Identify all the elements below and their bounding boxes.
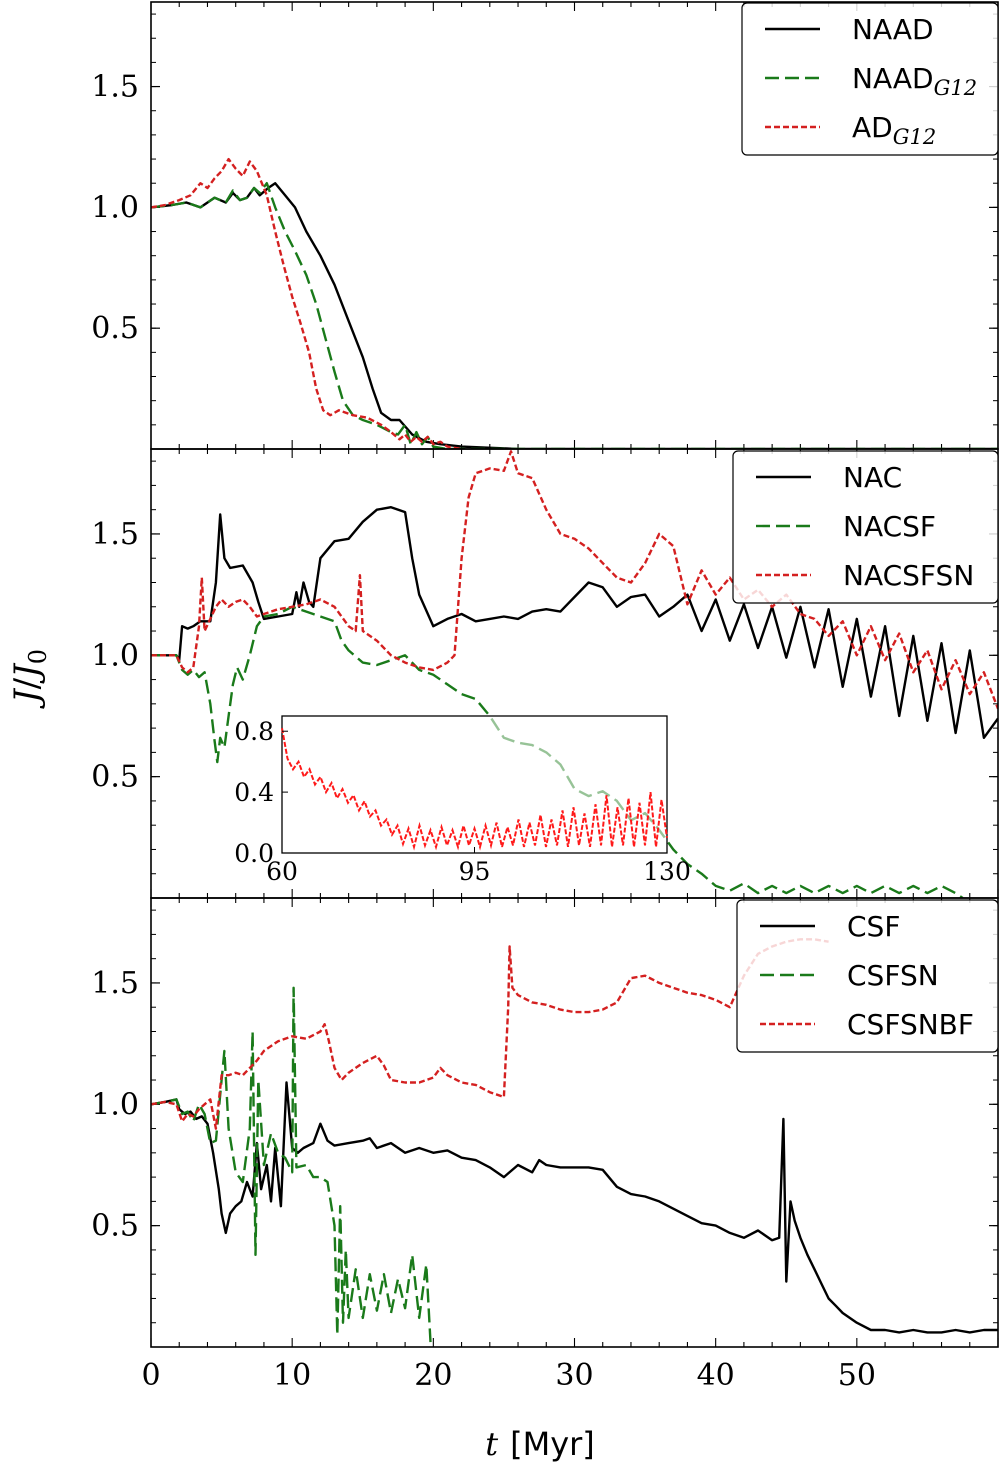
inset-x-tick-label: 95 (459, 857, 491, 886)
legend-label: CSF (847, 910, 900, 943)
series-line-ad-g12 (151, 157, 462, 449)
legend-label: NAADG12 (852, 62, 977, 100)
legend: CSF CSFSN CSFSNBF (736, 899, 999, 1053)
legend: NAC NACSF NACSFSN (732, 450, 999, 604)
y-tick-label: 1.0 (91, 190, 139, 225)
inset-y-tick-label: 0.0 (234, 839, 274, 868)
series-line-nac (151, 506, 998, 739)
legend-label: NAAD (852, 13, 934, 46)
panel-bottom: 0.5 1.0 1.5 0 10 20 30 40 50 CSF CSFSN CSFSNBF (91, 897, 999, 1393)
x-tick-label: 50 (838, 1358, 876, 1393)
inset-x-tick-label: 60 (266, 857, 298, 886)
inset-plot: 60 95 130 0.0 0.4 0.8 (234, 715, 691, 886)
x-tick-label: 0 (141, 1358, 160, 1393)
legend: NAAD NAADG12 ADG12 (741, 2, 999, 156)
plot-area (151, 157, 998, 449)
y-tick-label: 0.5 (91, 311, 139, 346)
legend-label: NACSFSN (843, 559, 974, 592)
x-tick-label: 20 (414, 1358, 452, 1393)
panels: 0.5 1.0 1.5 NAAD NAADG12 ADG12 0.5 1.0 1.5 60 95 13… (91, 1, 999, 1393)
y-tick-label: 1.5 (91, 966, 139, 1001)
plot-area (151, 938, 998, 1343)
x-tick-label: 10 (273, 1358, 311, 1393)
inset-y-tick-label: 0.8 (234, 717, 274, 746)
legend-box (736, 899, 999, 1053)
x-tick-label: 40 (697, 1358, 735, 1393)
y-tick-label: 1.0 (91, 1087, 139, 1122)
y-tick-label: 0.5 (91, 760, 139, 795)
x-axis-title: t [Myr] (485, 1425, 595, 1463)
inset-series-line (281, 728, 668, 851)
inset-y-tick-label: 0.4 (234, 778, 274, 807)
inset-frame (281, 715, 668, 854)
plot-area (151, 450, 998, 898)
series-line-csf (151, 1081, 998, 1334)
y-tick-label: 0.5 (91, 1209, 139, 1244)
legend-label: CSFSN (847, 959, 939, 992)
y-tick-label: 1.0 (91, 638, 139, 673)
panel-middle: 0.5 1.0 1.5 60 95 130 0.0 0.4 0.8 NAC NACSF NACSFSN (91, 448, 999, 899)
legend-label: CSFSNBF (847, 1008, 974, 1041)
legend-box (732, 450, 999, 604)
legend-label: NACSF (843, 510, 936, 543)
series-line-csfsn (151, 986, 432, 1343)
series-line-naad-g12 (151, 182, 998, 449)
legend-label: ADG12 (852, 111, 936, 149)
inset-x-tick-label: 130 (643, 857, 691, 886)
axes-frame (150, 897, 999, 1348)
legend-box (741, 2, 999, 156)
series-line-nacsf (151, 605, 964, 898)
series-line-csfsnbf (151, 938, 829, 1130)
series-line-nacsfsn (151, 450, 998, 710)
legend-label: NAC (843, 461, 902, 494)
x-tick-label: 30 (555, 1358, 593, 1393)
y-axis-title: J/J0 (7, 649, 52, 709)
y-tick-label: 1.5 (91, 517, 139, 552)
y-tick-label: 1.5 (91, 70, 139, 105)
